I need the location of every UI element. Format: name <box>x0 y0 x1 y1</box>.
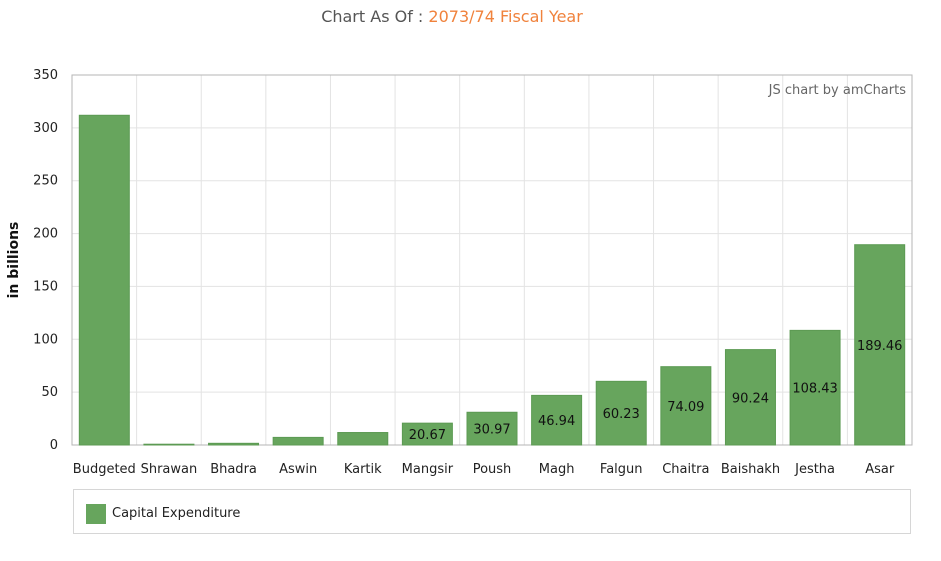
bar-shrawan <box>143 443 195 446</box>
plot-frame <box>71 74 913 446</box>
data-label-jestha: 108.43 <box>792 382 838 397</box>
chart-title-fiscal-year: 2073/74 Fiscal Year <box>428 7 583 26</box>
bar-budgeted <box>78 114 130 446</box>
y-tick-label-250: 250 <box>33 174 58 189</box>
x-tick-label-budgeted: Budgeted <box>73 462 136 477</box>
x-tick-label-falgun: Falgun <box>600 462 643 477</box>
x-tick-label-poush: Poush <box>473 462 512 477</box>
legend-label-capital-expenditure[interactable]: Capital Expenditure <box>112 506 241 521</box>
x-tick-label-chaitra: Chaitra <box>662 462 709 477</box>
bar-mangsir <box>401 422 453 446</box>
chart-legend: Capital Expenditure <box>73 489 911 534</box>
y-tick-label-0: 0 <box>50 438 58 453</box>
bar-chaitra <box>660 366 712 446</box>
bar-falgun <box>595 380 647 446</box>
chart-title-prefix: Chart As Of : <box>321 7 429 26</box>
bar-bhadra <box>208 442 260 446</box>
data-label-chaitra: 74.09 <box>667 400 704 415</box>
bar-poush <box>466 411 518 446</box>
data-label-poush: 30.97 <box>473 423 510 438</box>
data-label-asar: 189.46 <box>857 339 903 354</box>
amcharts-credit: JS chart by amCharts <box>768 83 907 98</box>
bar-magh <box>531 394 583 446</box>
x-tick-label-jestha: Jestha <box>794 462 835 477</box>
y-tick-label-100: 100 <box>33 332 58 347</box>
y-axis-label: in billions <box>6 222 22 299</box>
y-tick-label-350: 350 <box>33 68 58 83</box>
y-tick-label-200: 200 <box>33 227 58 242</box>
data-label-falgun: 60.23 <box>603 407 640 422</box>
data-label-mangsir: 20.67 <box>409 428 446 443</box>
x-tick-label-shrawan: Shrawan <box>141 462 198 477</box>
legend-swatch-capital-expenditure[interactable] <box>86 504 106 524</box>
bar-jestha <box>789 329 841 446</box>
x-tick-label-magh: Magh <box>539 462 575 477</box>
bar-baishakh <box>724 349 776 446</box>
data-label-baishakh: 90.24 <box>732 391 769 406</box>
x-tick-label-mangsir: Mangsir <box>402 462 454 477</box>
data-label-magh: 46.94 <box>538 414 575 429</box>
x-tick-label-kartik: Kartik <box>344 462 382 477</box>
x-tick-label-bhadra: Bhadra <box>210 462 257 477</box>
bar-asar <box>854 244 906 446</box>
y-tick-label-150: 150 <box>33 279 58 294</box>
bar-kartik <box>337 432 389 446</box>
y-tick-label-300: 300 <box>33 121 58 136</box>
chart-title: Chart As Of : 2073/74 Fiscal Year <box>0 7 904 26</box>
x-tick-label-baishakh: Baishakh <box>721 462 780 477</box>
y-tick-label-50: 50 <box>41 385 58 400</box>
x-tick-label-asar: Asar <box>865 462 895 477</box>
bar-aswin <box>272 436 324 446</box>
x-tick-label-aswin: Aswin <box>279 462 317 477</box>
